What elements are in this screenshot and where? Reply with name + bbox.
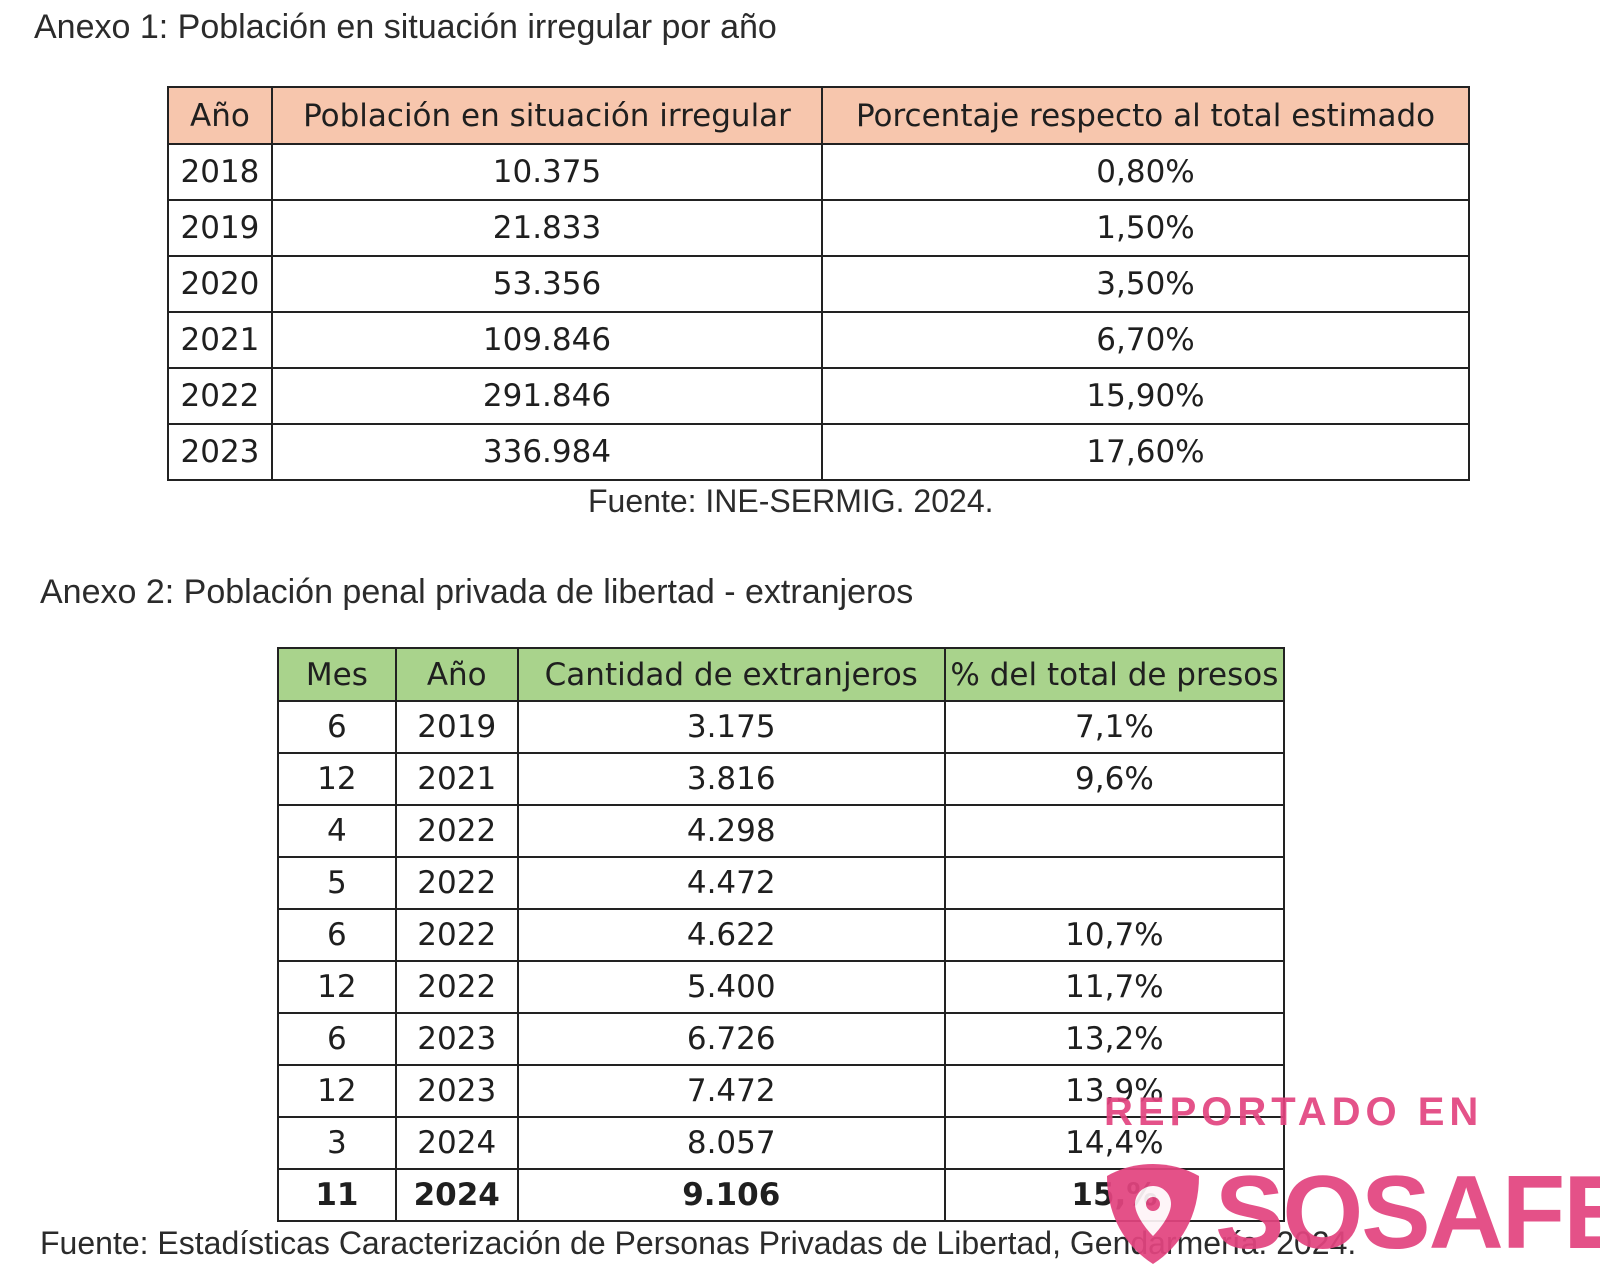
table-cell: 2024 <box>394 1168 519 1222</box>
column-header: Porcentaje respecto al total estimado <box>821 86 1470 145</box>
table-cell: 109.846 <box>270 311 824 369</box>
table-row: 2018 10.375 0,80% <box>167 143 1470 201</box>
annex1-table: Año Población en situación irregular Por… <box>167 86 1470 481</box>
table-row: 6 2023 6.726 13,2% <box>277 1012 1286 1066</box>
column-header: Cantidad de extranjeros <box>516 647 946 702</box>
table-cell: 2022 <box>394 804 519 858</box>
table-cell: 2023 <box>394 1012 519 1066</box>
table-cell: 2020 <box>167 255 273 313</box>
table-cell <box>943 856 1286 910</box>
table-cell: 14,4% <box>943 1116 1286 1170</box>
table-cell: 6,70% <box>821 311 1470 369</box>
table-cell: 2022 <box>394 856 519 910</box>
table-row: 2023 336.984 17,60% <box>167 423 1470 481</box>
table-cell: 2022 <box>394 908 519 962</box>
table-cell: 15,90% <box>821 367 1470 425</box>
sosafe-logo: SOSAFE <box>1103 1155 1600 1271</box>
table-cell: 4.622 <box>516 908 946 962</box>
table-cell: 2019 <box>167 199 273 257</box>
table-cell: 6 <box>277 908 397 962</box>
table-cell: 291.846 <box>270 367 824 425</box>
table-cell: 12 <box>277 1064 397 1118</box>
table-cell: 336.984 <box>270 423 824 481</box>
table-cell: 3.816 <box>516 752 946 806</box>
table-cell: 2021 <box>394 752 519 806</box>
table-cell: 2022 <box>394 960 519 1014</box>
table-cell: 2019 <box>394 700 519 754</box>
table-cell: 2021 <box>167 311 273 369</box>
table-cell: 2024 <box>394 1116 519 1170</box>
table-cell: 3,50% <box>821 255 1470 313</box>
table-cell: 9,6% <box>943 752 1286 806</box>
table-cell <box>943 804 1286 858</box>
table-row: 6 2019 3.175 7,1% <box>277 700 1286 754</box>
table-row: 12 2022 5.400 11,7% <box>277 960 1286 1014</box>
table-cell: 6 <box>277 700 397 754</box>
table-cell: 13,2% <box>943 1012 1286 1066</box>
table-cell: 12 <box>277 960 397 1014</box>
table-cell: 10,7% <box>943 908 1286 962</box>
table-cell: 21.833 <box>270 199 824 257</box>
watermark-brand: SOSAFE <box>1215 1155 1600 1271</box>
table-cell: 9.106 <box>516 1168 946 1222</box>
table-cell: 2023 <box>167 423 273 481</box>
column-header: Población en situación irregular <box>270 86 824 145</box>
table-cell: 5 <box>277 856 397 910</box>
column-header: Mes <box>277 647 397 702</box>
watermark-caption: REPORTADO EN <box>1104 1090 1484 1134</box>
table-cell: 0,80% <box>821 143 1470 201</box>
annex1-title: Anexo 1: Población en situación irregula… <box>34 8 777 46</box>
table-cell: 3.175 <box>516 700 946 754</box>
table-cell: 6 <box>277 1012 397 1066</box>
table-row: 2021 109.846 6,70% <box>167 311 1470 369</box>
shield-pin-icon <box>1107 1164 1199 1264</box>
table-cell: 10.375 <box>270 143 824 201</box>
table-row: 2019 21.833 1,50% <box>167 199 1470 257</box>
table-cell: 17,60% <box>821 423 1470 481</box>
table-cell: 3 <box>277 1116 397 1170</box>
table-cell: 8.057 <box>516 1116 946 1170</box>
table-cell: 7.472 <box>516 1064 946 1118</box>
table-cell: 1,50% <box>821 199 1470 257</box>
table-row: 2022 291.846 15,90% <box>167 367 1470 425</box>
column-header: % del total de presos <box>943 647 1286 702</box>
table-header-row: Mes Año Cantidad de extranjeros % del to… <box>277 647 1286 702</box>
table-row: 3 2024 8.057 14,4% <box>277 1116 1286 1170</box>
table-cell: 53.356 <box>270 255 824 313</box>
table-cell: 11,7% <box>943 960 1286 1014</box>
table-row: 5 2022 4.472 <box>277 856 1286 910</box>
annex2-table: Mes Año Cantidad de extranjeros % del to… <box>277 647 1286 1222</box>
table-cell: 4 <box>277 804 397 858</box>
table-cell: 4.472 <box>516 856 946 910</box>
table-cell: 2022 <box>167 367 273 425</box>
column-header: Año <box>167 86 273 145</box>
table-cell: 4.298 <box>516 804 946 858</box>
table-cell: 2023 <box>394 1064 519 1118</box>
table-cell: 13,9% <box>943 1064 1286 1118</box>
table-cell: 5.400 <box>516 960 946 1014</box>
table-cell: 6.726 <box>516 1012 946 1066</box>
table-row: 12 2023 7.472 13,9% <box>277 1064 1286 1118</box>
table-cell: 7,1% <box>943 700 1286 754</box>
table-row: 6 2022 4.622 10,7% <box>277 908 1286 962</box>
table-header-row: Año Población en situación irregular Por… <box>167 86 1470 145</box>
annex2-title: Anexo 2: Población penal privada de libe… <box>40 573 914 611</box>
table-cell: 12 <box>277 752 397 806</box>
column-header: Año <box>394 647 519 702</box>
table-cell: 2018 <box>167 143 273 201</box>
table-row: 4 2022 4.298 <box>277 804 1286 858</box>
table-row: 12 2021 3.816 9,6% <box>277 752 1286 806</box>
table-cell: 11 <box>277 1168 397 1222</box>
annex1-source: Fuente: INE-SERMIG. 2024. <box>588 483 994 519</box>
table-row: 2020 53.356 3,50% <box>167 255 1470 313</box>
